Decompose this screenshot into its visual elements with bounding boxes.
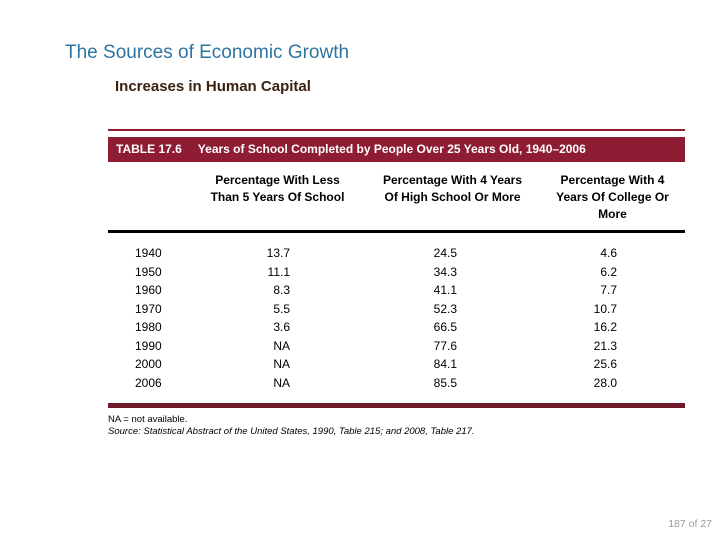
slide-title: The Sources of Economic Growth	[65, 42, 350, 63]
less5-cell: 13.7	[266, 246, 290, 260]
page-indicator: 187 of 27	[668, 518, 712, 530]
table-title-bar: TABLE 17.6 Years of School Completed by P…	[108, 137, 685, 162]
year-cell: 2006	[135, 375, 162, 390]
less5-cell: NA	[273, 375, 290, 390]
hs4-cell: 84.1	[433, 357, 457, 371]
hs4-cell: 24.5	[433, 246, 457, 260]
hs4-cell: 34.3	[433, 264, 457, 279]
less5-cell: 8.3	[273, 283, 290, 297]
table-row: 1990 NA 77.6 21.3	[108, 337, 685, 356]
column-header-college-4-years-or-more: Percentage With 4 Years Of College Or Mo…	[556, 173, 669, 221]
less5-cell: NA	[273, 338, 290, 353]
table-row: 2006 NA 85.5 28.0	[108, 374, 685, 393]
note-source: Source: Statistical Abstract of the Unit…	[108, 425, 475, 437]
college4-cell: 21.3	[593, 338, 617, 353]
table-row: 1950 11.1 34.3 6.2	[108, 263, 685, 282]
year-cell: 1950	[135, 264, 162, 279]
hs4-cell: 85.5	[433, 375, 457, 390]
table-top-rule	[108, 129, 685, 131]
table-label: TABLE 17.6	[116, 142, 182, 156]
table-column-headers: Percentage With Less Than 5 Years Of Sch…	[108, 162, 685, 230]
table-notes: NA = not available. Source: Statistical …	[108, 414, 685, 437]
hs4-cell: 41.1	[433, 283, 457, 297]
college4-cell: 6.2	[600, 264, 617, 279]
table-row: 1960 8.3 41.1 7.7	[108, 281, 685, 300]
table-row: 2000 NA 84.1 25.6	[108, 355, 685, 374]
table-row: 1940 13.7 24.5 4.6	[108, 244, 685, 263]
college4-cell: 4.6	[600, 246, 617, 260]
year-cell: 1980	[135, 320, 162, 334]
college4-cell: 28.0	[593, 375, 617, 390]
column-header-year	[108, 172, 190, 230]
table-body: 1940 13.7 24.5 4.6 1950 11.1 34.3 6.2 19…	[108, 233, 685, 392]
hs4-cell: 66.5	[433, 320, 457, 334]
table-row: 1980 3.6 66.5 16.2	[108, 318, 685, 337]
table-row: 1970 5.5 52.3 10.7	[108, 300, 685, 319]
college4-cell: 10.7	[593, 301, 617, 316]
less5-cell: 11.1	[267, 264, 290, 279]
note-na: NA = not available.	[108, 414, 188, 425]
slide-subtitle: Increases in Human Capital	[115, 78, 311, 95]
column-header-less-than-5-years: Percentage With Less Than 5 Years Of Sch…	[210, 173, 345, 204]
college4-cell: 16.2	[593, 320, 617, 334]
college4-cell: 7.7	[600, 283, 617, 297]
less5-cell: 3.6	[273, 320, 290, 334]
college4-cell: 25.6	[593, 357, 617, 371]
hs4-cell: 77.6	[433, 338, 457, 353]
table-17-6: TABLE 17.6 Years of School Completed by P…	[108, 129, 685, 437]
table-caption: Years of School Completed by People Over…	[197, 142, 586, 156]
year-cell: 2000	[135, 357, 162, 371]
less5-cell: 5.5	[273, 301, 290, 316]
year-cell: 1970	[135, 301, 162, 316]
hs4-cell: 52.3	[433, 301, 457, 316]
table-bottom-rule	[108, 403, 685, 408]
year-cell: 1990	[135, 338, 162, 353]
less5-cell: NA	[273, 357, 290, 371]
header-rule	[108, 230, 685, 233]
year-cell: 1960	[135, 283, 162, 297]
year-cell: 1940	[135, 246, 162, 260]
column-header-hs-4-years-or-more: Percentage With 4 Years Of High School O…	[382, 173, 523, 204]
